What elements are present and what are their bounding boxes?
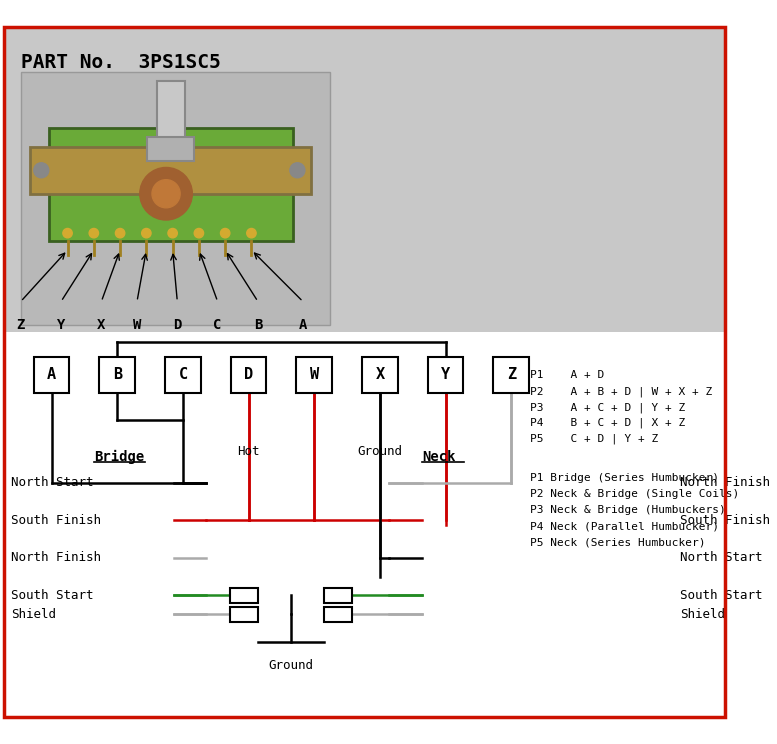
Text: North Finish: North Finish xyxy=(680,476,770,490)
Circle shape xyxy=(247,228,256,238)
Circle shape xyxy=(141,228,151,238)
Text: Neck: Neck xyxy=(422,450,455,464)
Text: North Start: North Start xyxy=(11,476,94,490)
Bar xyxy=(324,588,352,603)
Text: South Start: South Start xyxy=(11,589,94,602)
Text: Y: Y xyxy=(441,368,450,382)
Circle shape xyxy=(89,228,99,238)
Bar xyxy=(166,357,200,393)
Text: P2 Neck & Bridge (Single Coils): P2 Neck & Bridge (Single Coils) xyxy=(530,490,740,499)
Text: P3    A + C + D | Y + Z: P3 A + C + D | Y + Z xyxy=(530,402,685,412)
Bar xyxy=(230,606,258,621)
Circle shape xyxy=(221,228,230,238)
Text: Y: Y xyxy=(57,318,65,332)
Bar xyxy=(30,147,312,193)
Bar xyxy=(297,357,332,393)
Bar xyxy=(428,357,463,393)
Bar xyxy=(99,357,135,393)
Circle shape xyxy=(168,228,177,238)
Bar xyxy=(21,71,330,325)
Bar xyxy=(4,27,725,332)
Text: Shield: Shield xyxy=(680,608,725,620)
Text: A: A xyxy=(299,318,307,332)
Text: PART No.  3PS1SC5: PART No. 3PS1SC5 xyxy=(21,53,221,72)
Bar xyxy=(231,357,267,393)
Text: X: X xyxy=(97,318,106,332)
Text: P1    A + D: P1 A + D xyxy=(530,370,605,380)
Text: W: W xyxy=(310,368,319,382)
Circle shape xyxy=(63,228,72,238)
Text: D: D xyxy=(244,368,253,382)
Text: D: D xyxy=(173,318,182,332)
Circle shape xyxy=(290,163,305,178)
Bar xyxy=(230,588,258,603)
Text: North Finish: North Finish xyxy=(11,551,101,564)
Text: C: C xyxy=(179,368,187,382)
Bar xyxy=(493,357,529,393)
Text: Hot: Hot xyxy=(237,445,260,458)
Text: P5    C + D | Y + Z: P5 C + D | Y + Z xyxy=(530,434,658,444)
Circle shape xyxy=(152,179,180,208)
Circle shape xyxy=(33,163,49,178)
Text: P2    A + B + D | W + X + Z: P2 A + B + D | W + X + Z xyxy=(530,386,713,397)
Bar xyxy=(324,606,352,621)
Text: B: B xyxy=(113,368,122,382)
Bar xyxy=(33,357,69,393)
Text: C: C xyxy=(214,318,222,332)
Text: P5 Neck (Series Humbucker): P5 Neck (Series Humbucker) xyxy=(530,537,706,547)
Text: X: X xyxy=(375,368,385,382)
Text: South Finish: South Finish xyxy=(11,514,101,527)
Text: Z: Z xyxy=(507,368,516,382)
Text: P1 Bridge (Series Humbucker): P1 Bridge (Series Humbucker) xyxy=(530,473,719,484)
Text: South Start: South Start xyxy=(680,589,763,602)
Text: Shield: Shield xyxy=(11,608,56,620)
Text: P3 Neck & Bridge (Humbuckers): P3 Neck & Bridge (Humbuckers) xyxy=(530,505,726,516)
Text: South Finish: South Finish xyxy=(680,514,770,527)
Text: W: W xyxy=(133,318,141,332)
Circle shape xyxy=(140,167,193,220)
Circle shape xyxy=(116,228,125,238)
Bar xyxy=(362,357,398,393)
Text: Ground: Ground xyxy=(268,659,313,672)
Text: Z: Z xyxy=(16,318,25,332)
Text: P4 Neck (Parallel Humbucker): P4 Neck (Parallel Humbucker) xyxy=(530,522,719,531)
Text: Ground: Ground xyxy=(357,445,402,458)
Bar xyxy=(148,138,194,161)
Text: North Start: North Start xyxy=(680,551,763,564)
Circle shape xyxy=(194,228,204,238)
Bar xyxy=(49,128,293,240)
Text: Bridge: Bridge xyxy=(94,450,144,464)
Bar xyxy=(157,81,185,152)
Text: B: B xyxy=(254,318,262,332)
Text: A: A xyxy=(47,368,56,382)
Text: P4    B + C + D | X + Z: P4 B + C + D | X + Z xyxy=(530,418,685,429)
